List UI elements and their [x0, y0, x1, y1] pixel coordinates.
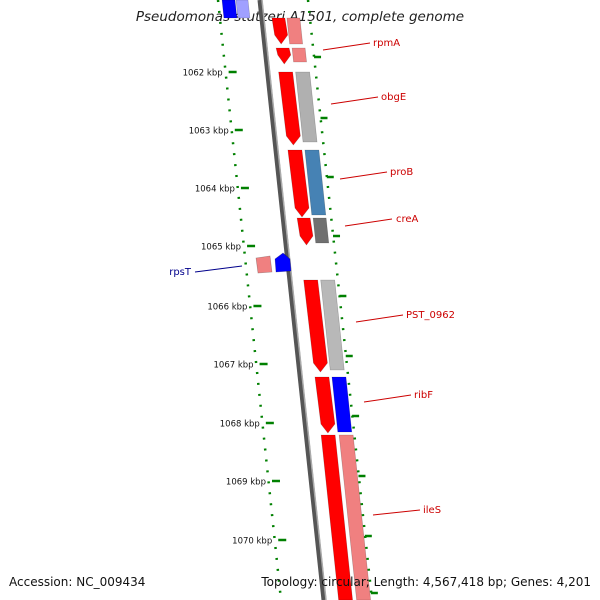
ruler-tick-label: 1070 kbp [232, 537, 272, 547]
gene-label-leader [355, 314, 404, 323]
ruler-tick-label: 1064 kbp [195, 185, 235, 195]
ruler-tick-label: 1068 kbp [220, 420, 260, 430]
gene-feature [286, 17, 303, 45]
gene-label: rpsT [169, 267, 192, 278]
gene-feature [331, 376, 353, 433]
outer-guide-line [306, 0, 374, 600]
gene-label: PST_0962 [406, 310, 455, 321]
cds-feature [296, 217, 314, 246]
reverse-gene-partial [235, 0, 251, 19]
gene-feature [338, 434, 371, 600]
cds-feature [320, 434, 353, 600]
gene-label-leader [363, 394, 412, 403]
cds-feature [278, 71, 301, 146]
ruler-tick-label: 1069 kbp [226, 478, 266, 488]
map-title: Pseudomonas stutzeri A1501, complete gen… [135, 9, 465, 25]
cds-feature [271, 17, 288, 45]
gene-label: ribF [414, 390, 433, 401]
genome-summary-label: Topology: circular; Length: 4,567,418 bp… [261, 575, 591, 589]
gene-feature [304, 149, 327, 216]
gene-feature [312, 217, 330, 244]
cds-feature [303, 279, 328, 373]
gene-label-leader [344, 218, 393, 227]
gene-feature [291, 47, 307, 63]
gene-feature [295, 71, 318, 143]
gene-label: rpmA [373, 38, 400, 49]
genome-backbone-highlight [261, 0, 327, 600]
gene-label: creA [396, 214, 419, 225]
accession-label: Accession: NC_009434 [9, 575, 146, 589]
gene-label: obgE [381, 92, 406, 103]
gene-label-leader [194, 265, 243, 273]
gene-label-leader [322, 42, 371, 51]
reverse-cds-partial [221, 0, 238, 19]
ruler-tick-label: 1066 kbp [207, 303, 247, 313]
gene-label: proB [390, 167, 413, 178]
cds-feature [287, 149, 310, 218]
genome-backbone [257, 0, 327, 600]
gene-label-leader [330, 96, 379, 105]
cds-feature [314, 376, 336, 434]
ruler-tick-label: 1062 kbp [183, 69, 223, 79]
ruler-tick-label: 1065 kbp [201, 243, 241, 253]
cds-feature [275, 47, 292, 65]
gene-label-leader [372, 509, 421, 516]
gene-feature [320, 279, 345, 371]
ruler-line [216, 0, 283, 600]
ruler-tick-label: 1063 kbp [189, 127, 229, 137]
ruler-tick-label: 1067 kbp [214, 361, 254, 371]
rpst-gene-feature [255, 255, 273, 274]
rpst-cds-feature [274, 252, 292, 273]
gene-label-leader [339, 171, 388, 180]
gene-label: ileS [423, 505, 441, 516]
